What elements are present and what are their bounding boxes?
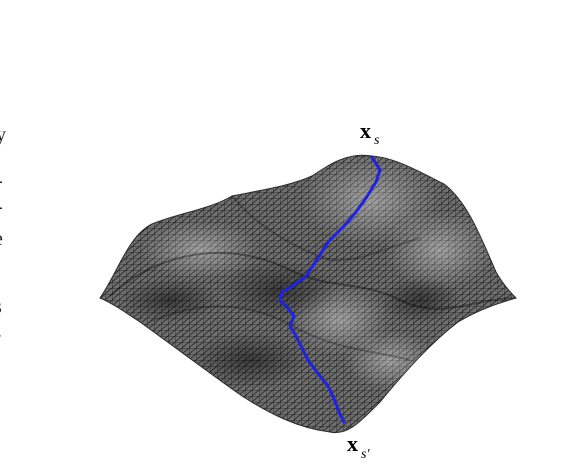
- clipped-fragment: y: [0, 124, 6, 146]
- clipped-fragment: -: [0, 196, 3, 218]
- clipped-fragment: e.: [0, 320, 2, 342]
- clipped-fragment: ): [0, 444, 1, 466]
- start-label-sub: s: [374, 133, 380, 148]
- surface-shading: [109, 155, 513, 390]
- start-label-main: x: [360, 118, 371, 143]
- clipped-fragment: s: [0, 296, 2, 318]
- clipped-fragment: e: [0, 228, 3, 250]
- clipped-text-column: y - - e s e. ): [0, 118, 40, 468]
- end-label-main: x: [347, 431, 358, 456]
- end-point-label: x s′: [347, 431, 370, 462]
- clipped-fragment: -: [0, 170, 3, 192]
- shortest-path-line: [278, 155, 382, 424]
- end-label-sub: s′: [361, 447, 370, 462]
- start-point-label: x s: [360, 118, 380, 148]
